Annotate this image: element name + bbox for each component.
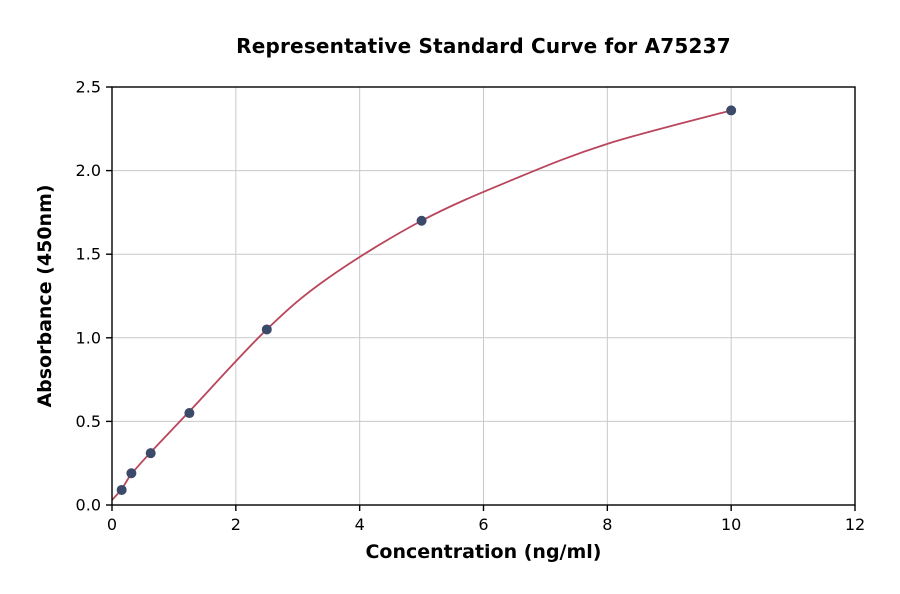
data-point: [184, 408, 195, 419]
x-tick-label: 2: [231, 515, 241, 534]
x-tick-label: 4: [355, 515, 365, 534]
x-axis-label: Concentration (ng/ml): [365, 541, 602, 563]
data-point: [416, 215, 427, 226]
x-tick-label: 8: [602, 515, 612, 534]
x-tick-label: 6: [478, 515, 488, 534]
x-tick-label: 0: [107, 515, 117, 534]
x-tick-label: 12: [845, 515, 865, 534]
y-tick-label: 2.0: [76, 161, 101, 180]
chart-title: Representative Standard Curve for A75237: [236, 34, 731, 58]
data-point: [261, 324, 272, 335]
data-point: [126, 468, 137, 479]
data-point: [726, 105, 737, 116]
data-point: [145, 448, 156, 459]
y-tick-label: 0.5: [76, 412, 101, 431]
y-tick-label: 2.5: [76, 78, 101, 97]
x-tick-label: 10: [721, 515, 741, 534]
y-tick-label: 1.0: [76, 328, 101, 347]
y-tick-label: 0.0: [76, 496, 101, 515]
y-tick-label: 1.5: [76, 245, 101, 264]
data-point: [116, 484, 127, 495]
